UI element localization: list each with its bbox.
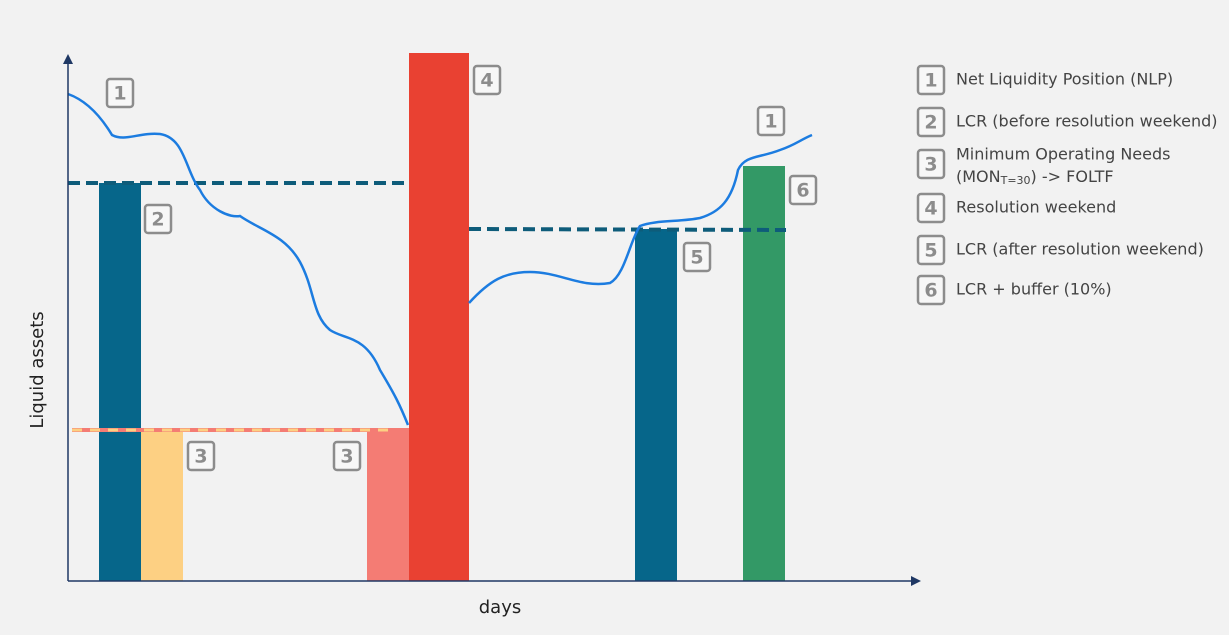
legend-subscript: T=30	[1000, 174, 1031, 187]
legend: 1 Net Liquidity Position (NLP) 2 LCR (befor…	[916, 64, 1217, 306]
legend-item: 4	[916, 192, 946, 224]
badge: 3	[332, 440, 362, 472]
badge-box	[916, 192, 946, 224]
legend-item: 1	[916, 64, 946, 96]
badge-label: 3	[194, 446, 207, 468]
nlp-curve	[67, 92, 410, 426]
badge-label: 1	[764, 111, 777, 133]
badge-box	[916, 234, 946, 266]
badge: 6	[788, 174, 818, 206]
badge: 1	[756, 105, 786, 137]
badge-label: 4	[480, 70, 493, 92]
nlp-curve	[468, 133, 813, 304]
mon-bar	[141, 429, 183, 581]
lcr-bar	[99, 183, 141, 581]
badge-label: 1	[924, 70, 937, 92]
badge-label: 6	[924, 280, 937, 302]
legend-item: 5	[916, 234, 946, 266]
y-axis-label: Liquid assets	[27, 311, 48, 428]
badge-box	[916, 106, 946, 138]
legend-item: 3	[916, 148, 946, 180]
legend-item: 2	[916, 106, 946, 138]
badge-box	[916, 148, 946, 180]
badge-label: 2	[151, 209, 164, 231]
badge: 2	[143, 203, 173, 235]
legend-item: 6	[916, 274, 946, 306]
badge: 5	[682, 241, 712, 273]
badge-box	[916, 274, 946, 306]
legend-text: LCR + buffer (10%)	[956, 280, 1112, 299]
resolution-bar	[409, 53, 469, 581]
legend-text-part: ) -> FOLTF	[1031, 167, 1114, 186]
badge: 4	[472, 64, 502, 96]
buffer-bar	[743, 166, 785, 581]
badge-label: 3	[340, 446, 353, 468]
badge: 1	[105, 77, 135, 109]
badge: 3	[186, 440, 216, 472]
axis-arrow	[911, 576, 921, 586]
badge-label: 6	[796, 180, 809, 202]
badge-label: 5	[924, 240, 937, 262]
legend-text: Resolution weekend	[956, 198, 1116, 217]
legend-text: LCR (after resolution weekend)	[956, 240, 1204, 259]
axis-arrow	[63, 54, 73, 64]
badge-label: 1	[113, 83, 126, 105]
legend-text: (MONT=30) -> FOLTF	[956, 167, 1114, 188]
badge-label: 2	[924, 112, 937, 134]
badge-label: 3	[924, 154, 937, 176]
badge-label: 5	[690, 247, 703, 269]
badge-label: 4	[924, 198, 937, 220]
legend-text: LCR (before resolution weekend)	[956, 112, 1217, 131]
x-axis-label: days	[479, 597, 522, 618]
badge-box	[916, 64, 946, 96]
legend-text: Minimum Operating Needs	[956, 145, 1170, 164]
legend-text: Net Liquidity Position (NLP)	[956, 70, 1173, 89]
legend-text-part: (MON	[956, 167, 1001, 186]
lcr-bar	[635, 229, 677, 581]
mon-bar	[367, 428, 409, 581]
